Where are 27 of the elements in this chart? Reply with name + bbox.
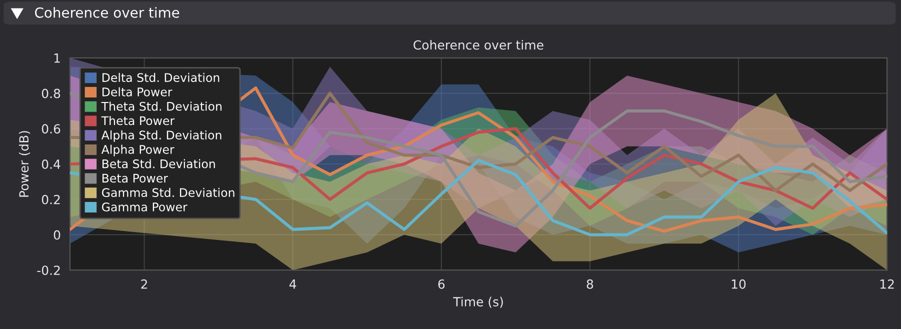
legend-label: Gamma Power	[102, 202, 188, 212]
text: Coherence over time	[35, 7, 180, 18]
x-tick-label: 10	[732, 279, 746, 289]
x-tick-label: 8	[586, 279, 594, 289]
legend-label: Alpha Power	[101, 144, 174, 156]
x-tick-label: 2	[141, 279, 148, 289]
y-axis-title: Power (dB)	[18, 131, 30, 197]
legend-label: Theta Std. Deviation	[101, 102, 222, 111]
legend-label: Alpha Std. Deviation	[101, 130, 222, 142]
y-tick-label: 0.6	[42, 124, 60, 134]
x-axis-title: Time (s)	[453, 296, 503, 308]
legend-label: Beta Std. Deviation	[102, 159, 215, 168]
y-tick-label: 0	[54, 230, 60, 240]
legend-label: Delta Std. Deviation	[102, 72, 220, 82]
y-tick-label: 0.2	[42, 194, 60, 204]
chart-title: Coherence over time	[414, 40, 544, 50]
legend-label: Gamma Std. Deviation	[102, 188, 234, 198]
y-tick-label: -0.2	[37, 266, 60, 276]
y-tick-label: 0.8	[42, 88, 60, 98]
y-tick-label: 0.4	[42, 159, 60, 169]
y-tick-label: 1	[54, 54, 60, 63]
legend-label: Beta Power	[102, 174, 168, 183]
x-tick-label: 4	[289, 280, 296, 289]
legend-label: Theta Power	[101, 116, 175, 126]
x-tick-label: 6	[438, 279, 445, 289]
x-tick-label: 12	[880, 279, 894, 289]
legend-label: Delta Power	[102, 87, 172, 96]
